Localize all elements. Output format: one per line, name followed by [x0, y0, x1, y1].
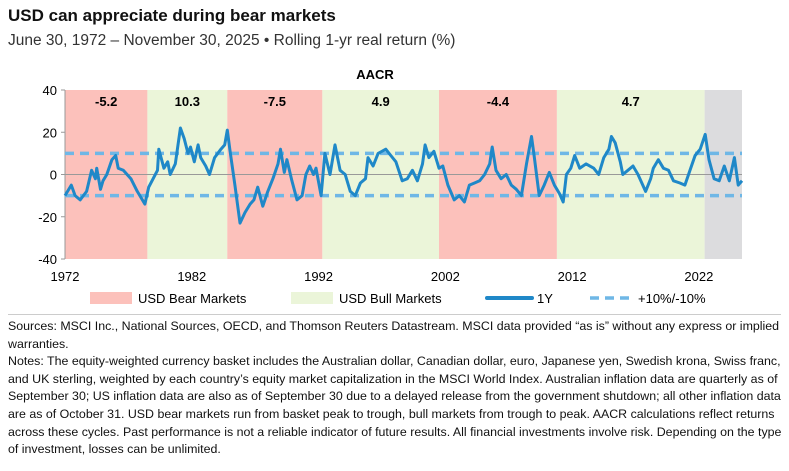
usd-rolling-return-chart: AACR -5.2 10.3 -7.5 4.9 -4.4 4.7 40 20 0 -20 -40 197… — [38, 67, 744, 306]
legend-label-bear: USD Bear Markets — [138, 291, 247, 306]
x-tick-label: 2002 — [431, 269, 460, 284]
aacr-label: 10.3 — [175, 94, 200, 109]
aacr-label: 4.7 — [622, 94, 640, 109]
legend-label-band: +10%/-10% — [638, 291, 706, 306]
chart-inner-title: AACR — [356, 67, 394, 82]
y-tick-label: -20 — [38, 210, 57, 225]
aacr-label: -4.4 — [487, 94, 510, 109]
x-tick-label: 1982 — [177, 269, 206, 284]
x-tick-label: 2022 — [684, 269, 713, 284]
aacr-label: -7.5 — [264, 94, 286, 109]
x-tick-label: 1992 — [304, 269, 333, 284]
divider — [8, 314, 781, 315]
y-tick-label: 40 — [43, 83, 57, 98]
aacr-label: 4.9 — [372, 94, 390, 109]
x-tick-label: 2012 — [558, 269, 587, 284]
chart-title: USD can appreciate during bear markets — [8, 6, 336, 25]
x-tick-label: 1972 — [51, 269, 80, 284]
series-line-1y — [63, 126, 744, 225]
legend-swatch-bear — [90, 292, 132, 304]
aacr-label: -5.2 — [95, 94, 117, 109]
chart-subtitle: June 30, 1972 – November 30, 2025 • Roll… — [8, 32, 456, 49]
y-tick-label: 0 — [50, 168, 57, 183]
notes-text: Notes: The equity-weighted currency bask… — [8, 354, 782, 457]
sources-text: Sources: MSCI Inc., National Sources, OE… — [8, 319, 780, 351]
y-tick-label: -40 — [38, 252, 57, 267]
legend-swatch-bull — [291, 292, 333, 304]
y-tick-label: 20 — [43, 125, 57, 140]
legend-label-bull: USD Bull Markets — [339, 291, 442, 306]
legend-label-1y: 1Y — [537, 291, 553, 306]
notes-section: Sources: MSCI Inc., National Sources, OE… — [8, 318, 783, 459]
